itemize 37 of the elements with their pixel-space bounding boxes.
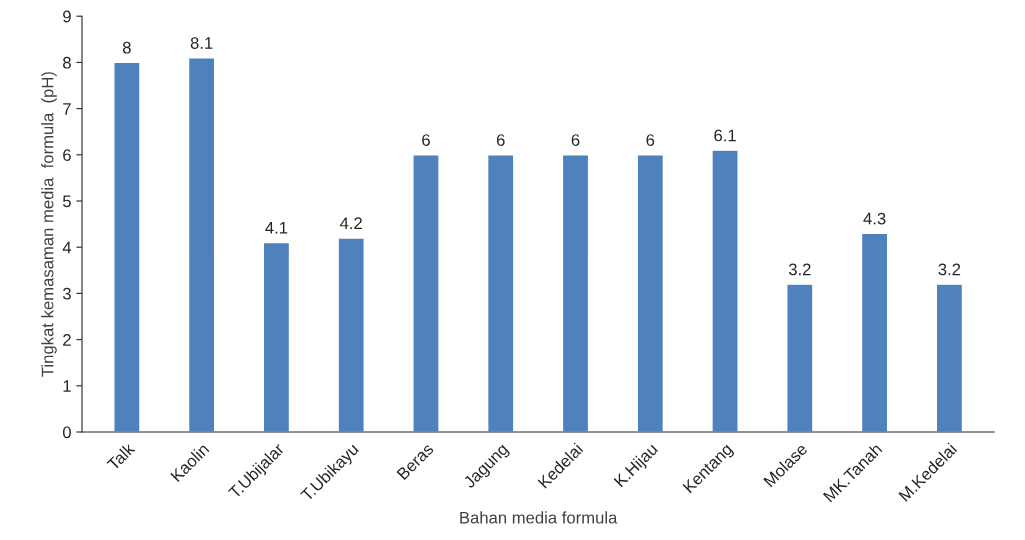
bar (860, 232, 889, 432)
y-tick-label: 4 (62, 241, 72, 254)
y-tick-label: 0 (62, 426, 71, 439)
data-label: 8.1 (190, 37, 213, 49)
bar (711, 149, 739, 432)
data-label: 6 (646, 134, 655, 146)
data-label: 4.3 (863, 212, 886, 225)
bar (187, 57, 216, 432)
data-label: 4.2 (339, 217, 362, 229)
bar (113, 61, 141, 432)
y-tick-label: 6 (63, 149, 71, 161)
data-label: 6 (422, 134, 430, 146)
data-label: 3.2 (788, 263, 811, 276)
y-tick-label: 9 (63, 10, 71, 23)
data-label: 6.1 (714, 129, 736, 142)
x-tick-label: Talk (106, 441, 136, 472)
bar (337, 237, 365, 432)
data-label: 4.1 (265, 222, 288, 234)
y-axis-title: Tingkat kemasaman media formula (pH) (41, 72, 57, 377)
bar (636, 154, 665, 432)
y-tick-label: 2 (63, 334, 71, 346)
y-tick-label: 7 (63, 103, 71, 115)
y-tick-label: 1 (63, 380, 71, 392)
data-label: 6 (496, 134, 505, 146)
data-label: 8 (122, 41, 131, 54)
x-axis-title: Bahan media formula (460, 511, 618, 524)
bar (561, 154, 590, 432)
data-label: 6 (571, 134, 580, 146)
y-tick-label: 8 (63, 56, 71, 69)
y-tick-label: 5 (62, 195, 71, 208)
y-tick-label: 3 (62, 287, 71, 300)
bar (412, 154, 440, 432)
bar (486, 154, 515, 432)
data-label: 3.2 (938, 263, 961, 276)
bar (786, 283, 814, 432)
bar (935, 283, 964, 432)
bar (262, 241, 291, 432)
